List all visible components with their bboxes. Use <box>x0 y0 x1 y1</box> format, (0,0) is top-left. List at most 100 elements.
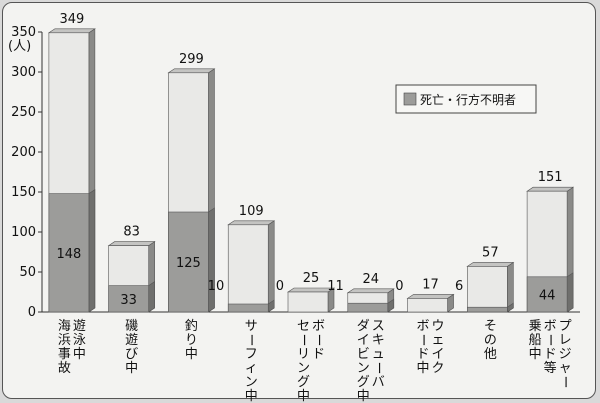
y-axis-unit: (人) <box>8 39 31 54</box>
category-label-char: 中 <box>297 389 310 403</box>
category-label-char: 中 <box>357 389 370 403</box>
total-value-label: 109 <box>239 204 264 219</box>
bar-deaths <box>526 276 568 313</box>
category-label-char: 遊 <box>73 319 86 334</box>
bar-deaths <box>227 303 269 313</box>
category-label-char: グ <box>357 375 370 390</box>
category-label-char: ド <box>312 347 325 362</box>
category-label-char: イ <box>432 347 445 362</box>
bar-top-face <box>466 262 515 267</box>
bar-group <box>346 288 395 313</box>
category-label-char: ド <box>417 347 430 362</box>
bar-side-face-deaths <box>566 272 574 313</box>
y-tick-label: 300 <box>11 65 36 80</box>
category-label-char: ク <box>432 361 445 376</box>
category-label-char: 海 <box>58 319 71 334</box>
bar-group <box>107 241 156 313</box>
bar-group <box>466 261 515 313</box>
y-tick-label: 200 <box>11 145 36 160</box>
category-label-char: ー <box>296 333 311 346</box>
bar-top-face <box>406 294 455 299</box>
y-tick-label: 250 <box>11 105 36 120</box>
bar-top-face <box>346 288 395 294</box>
category-label-char: 中 <box>529 347 542 362</box>
category-label-char: ュ <box>372 347 385 362</box>
category-label-char: グ <box>297 375 310 390</box>
category-label-char: そ <box>484 319 497 334</box>
category-label-char: ン <box>245 375 258 390</box>
total-value-label: 24 <box>363 272 380 287</box>
category-label-char: サ <box>245 319 258 334</box>
bar-side-face-deaths <box>208 207 215 313</box>
category-label-char: ン <box>297 361 310 376</box>
bar-top-face <box>526 186 575 192</box>
category-label-char: 遊 <box>125 333 138 348</box>
bar-group <box>287 287 335 313</box>
category-label-char: リ <box>297 347 310 362</box>
legend-box <box>395 84 537 114</box>
category-label-char: 中 <box>125 361 138 376</box>
category-label-char: ス <box>372 319 385 334</box>
category-label-char: ウ <box>432 319 445 334</box>
category-label-char: ボ <box>544 319 557 334</box>
total-value-label: 151 <box>538 170 563 185</box>
category-label-char: 他 <box>484 347 497 362</box>
deaths-value-label: 125 <box>176 256 201 271</box>
total-value-label: 25 <box>303 271 320 286</box>
bar-top-face <box>107 241 156 246</box>
bar-side-face-deaths <box>148 281 155 313</box>
total-value-label: 349 <box>59 12 84 27</box>
legend-swatch <box>403 92 417 106</box>
category-label-char: 船 <box>529 333 542 348</box>
category-label-char: ボ <box>417 319 430 334</box>
y-tick-label: 100 <box>11 225 36 240</box>
category-label-char: レ <box>559 333 572 348</box>
deaths-value-label: 6 <box>455 279 463 294</box>
bar-group <box>406 293 455 313</box>
category-label-char: 磯 <box>125 319 138 334</box>
category-label-char: 等 <box>544 360 557 376</box>
bar-deaths <box>168 211 209 313</box>
category-label-char: ャ <box>559 361 572 376</box>
total-value-label: 299 <box>179 52 204 67</box>
total-value-label: 17 <box>422 277 439 292</box>
bar-deaths <box>48 193 90 313</box>
bar-side-face <box>267 220 275 313</box>
category-label-char: ー <box>542 333 557 346</box>
category-label-char: 浜 <box>58 333 71 348</box>
category-label-char: フ <box>245 347 258 362</box>
category-label-char: 中 <box>245 389 258 403</box>
bar-deaths <box>347 302 389 313</box>
bar-total <box>227 224 269 313</box>
bar-total <box>287 291 329 313</box>
category-label-char: ン <box>357 361 370 376</box>
category-label-char: 泳 <box>73 333 86 348</box>
category-label-char: ー <box>243 333 258 346</box>
deaths-value-label: 10 <box>208 279 225 294</box>
category-label-char: ー <box>557 375 572 388</box>
legend: 死亡・行方不明者 <box>395 84 537 114</box>
bar-group <box>227 220 276 313</box>
bar-total <box>467 266 508 313</box>
y-tick-label: 0 <box>28 305 36 320</box>
deaths-value-label: 11 <box>327 279 344 294</box>
bar-top-face <box>167 68 216 74</box>
category-label-char: イ <box>357 333 370 348</box>
category-label-char: り <box>185 333 198 348</box>
total-value-label: 57 <box>482 245 499 260</box>
category-label-char: ボ <box>312 319 325 334</box>
category-label-char: 乗 <box>529 319 542 334</box>
bar-group <box>526 186 575 313</box>
deaths-value-label: 148 <box>56 247 81 262</box>
bar-deaths <box>108 285 149 313</box>
y-tick-label: 150 <box>11 185 36 200</box>
bar-top-face <box>47 28 96 34</box>
deaths-value-label: 44 <box>539 288 556 303</box>
category-label-char: ド <box>544 347 557 362</box>
y-tick-label: 50 <box>19 265 36 280</box>
category-label-char: ビ <box>357 347 370 362</box>
deaths-value-label: 0 <box>395 279 403 294</box>
bar-top-face <box>227 220 276 226</box>
total-value-label: 83 <box>123 225 140 240</box>
